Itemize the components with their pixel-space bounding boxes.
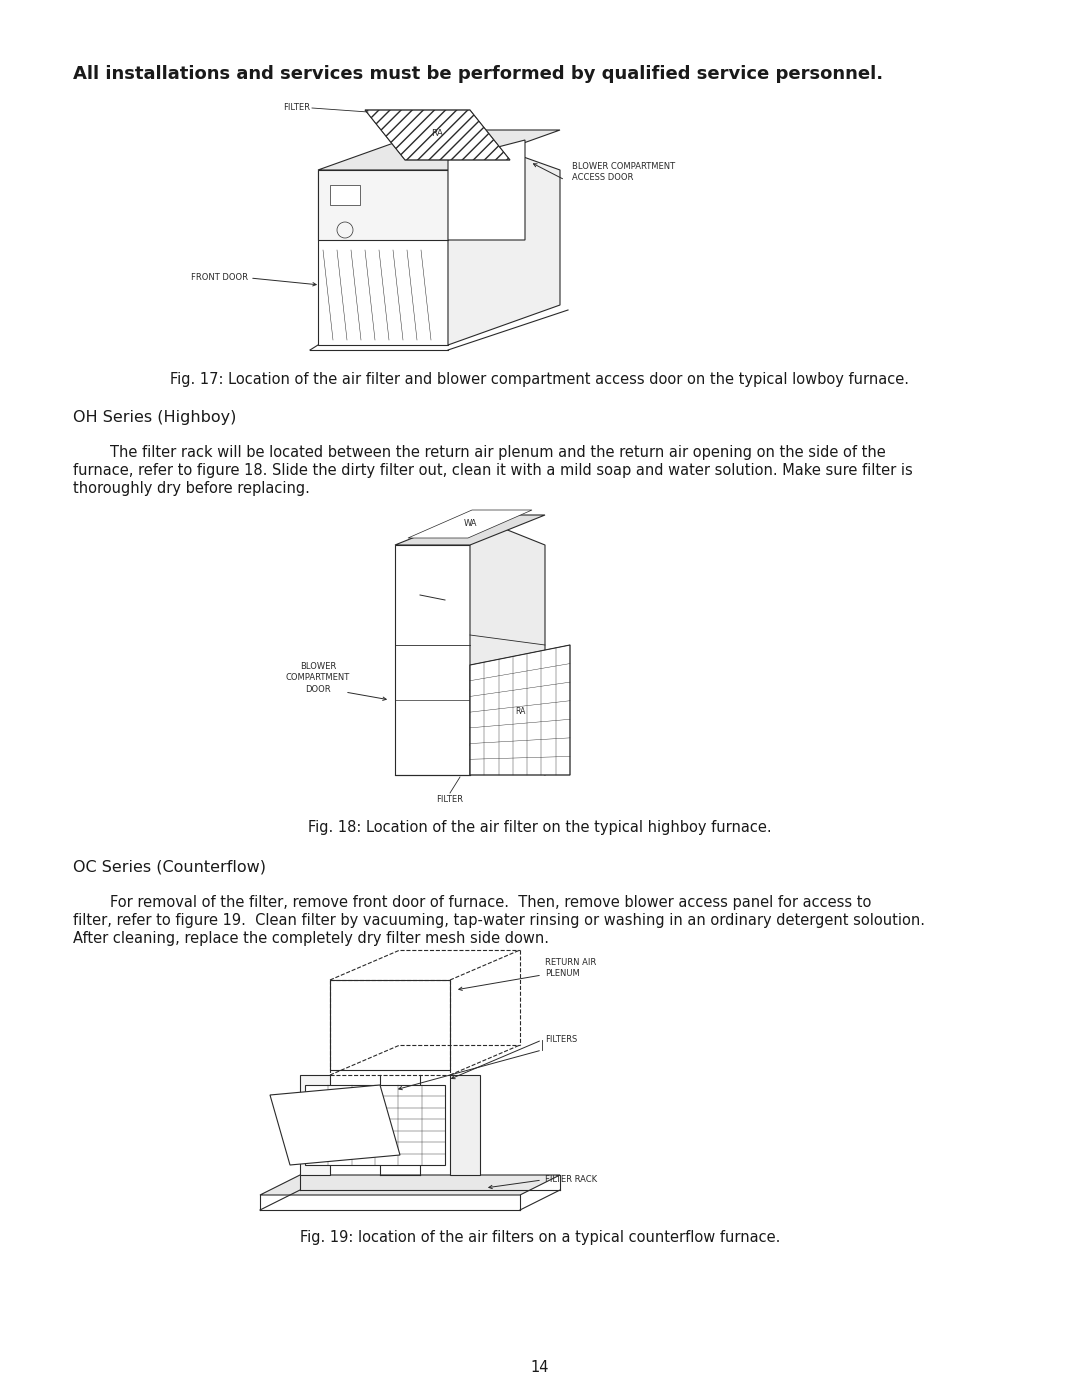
Polygon shape <box>450 1076 480 1175</box>
Polygon shape <box>318 170 448 345</box>
Text: FRONT DOOR: FRONT DOOR <box>191 274 248 282</box>
Polygon shape <box>470 645 570 775</box>
Text: FILTER: FILTER <box>436 795 463 805</box>
Text: RA: RA <box>431 129 443 137</box>
Text: FILTER: FILTER <box>283 103 310 113</box>
Text: thoroughly dry before replacing.: thoroughly dry before replacing. <box>73 481 310 496</box>
Text: After cleaning, replace the completely dry filter mesh side down.: After cleaning, replace the completely d… <box>73 930 549 946</box>
Polygon shape <box>330 981 450 1070</box>
Polygon shape <box>270 1085 400 1165</box>
Text: Fig. 17: Location of the air filter and blower compartment access door on the ty: Fig. 17: Location of the air filter and … <box>171 372 909 387</box>
Text: Fig. 18: Location of the air filter on the typical highboy furnace.: Fig. 18: Location of the air filter on t… <box>308 820 772 835</box>
Text: FILTERS: FILTERS <box>545 1035 577 1045</box>
Text: RA: RA <box>515 707 525 717</box>
Text: BLOWER
COMPARTMENT
DOOR: BLOWER COMPARTMENT DOOR <box>286 662 350 694</box>
Text: RETURN AIR
PLENUM: RETURN AIR PLENUM <box>545 957 596 978</box>
Polygon shape <box>470 515 545 775</box>
Text: BLOWER COMPARTMENT
ACCESS DOOR: BLOWER COMPARTMENT ACCESS DOOR <box>572 162 675 183</box>
Text: OH Series (Highboy): OH Series (Highboy) <box>73 409 237 425</box>
Text: Fig. 19: location of the air filters on a typical counterflow furnace.: Fig. 19: location of the air filters on … <box>300 1229 780 1245</box>
Text: The filter rack will be located between the return air plenum and the return air: The filter rack will be located between … <box>73 446 886 460</box>
Polygon shape <box>300 1076 330 1175</box>
Text: All installations and services must be performed by qualified service personnel.: All installations and services must be p… <box>73 66 883 82</box>
Polygon shape <box>395 545 470 775</box>
Text: OC Series (Counterflow): OC Series (Counterflow) <box>73 861 266 875</box>
Polygon shape <box>318 170 448 240</box>
Polygon shape <box>365 110 510 161</box>
Polygon shape <box>408 510 532 538</box>
Polygon shape <box>318 130 561 170</box>
Text: furnace, refer to figure 18. Slide the dirty filter out, clean it with a mild so: furnace, refer to figure 18. Slide the d… <box>73 462 913 478</box>
Text: For removal of the filter, remove front door of furnace.  Then, remove blower ac: For removal of the filter, remove front … <box>73 895 872 909</box>
Polygon shape <box>260 1175 561 1194</box>
Text: WA: WA <box>463 520 476 528</box>
Text: 14: 14 <box>530 1361 550 1375</box>
Polygon shape <box>395 515 545 545</box>
Polygon shape <box>305 1085 445 1165</box>
Text: filter, refer to figure 19.  Clean filter by vacuuming, tap-water rinsing or was: filter, refer to figure 19. Clean filter… <box>73 914 924 928</box>
Polygon shape <box>448 130 561 345</box>
Polygon shape <box>448 140 525 240</box>
Text: FILTER RACK: FILTER RACK <box>545 1175 597 1185</box>
Bar <box>330 184 360 205</box>
